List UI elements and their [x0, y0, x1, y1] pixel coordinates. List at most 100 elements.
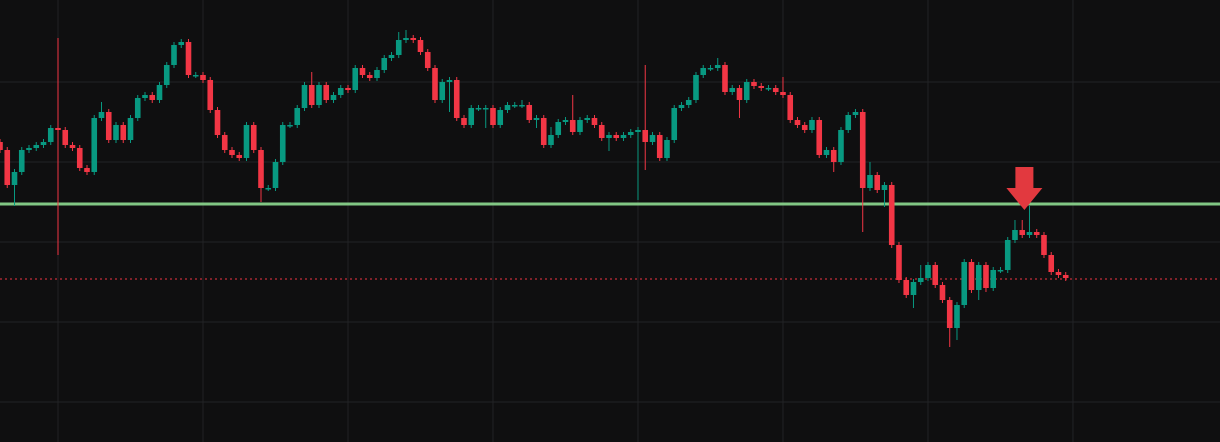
candle-body	[76, 148, 83, 168]
candle-body	[1004, 240, 1011, 270]
candle-body	[649, 135, 656, 142]
candle-body	[881, 185, 888, 190]
candle-body	[533, 118, 540, 120]
candle-body	[120, 125, 127, 140]
candle-body	[250, 125, 257, 150]
candle-body	[475, 108, 482, 110]
candle-body	[954, 305, 960, 328]
candle-body	[439, 82, 446, 100]
candle-body	[1012, 230, 1018, 240]
candle-body	[62, 130, 69, 145]
candle-body	[664, 140, 670, 158]
candle-body	[896, 245, 902, 280]
candle-body	[265, 188, 272, 190]
candle-body	[519, 105, 525, 107]
candle-body	[171, 45, 177, 65]
candle-body	[707, 68, 714, 70]
candle-body	[794, 120, 801, 125]
candle-body	[142, 95, 148, 98]
candle-body	[809, 120, 815, 130]
candle-body	[620, 135, 627, 138]
candle-body	[316, 85, 322, 105]
candle-body	[192, 75, 199, 77]
candle-body	[910, 282, 917, 295]
candle-body	[69, 145, 76, 148]
candle-body	[84, 168, 90, 172]
candle-body	[446, 80, 453, 82]
candle-body	[591, 118, 598, 125]
candle-body	[852, 112, 859, 115]
candle-body	[294, 108, 301, 125]
candle-body	[497, 110, 504, 125]
candle-body	[47, 128, 54, 142]
candle-body	[352, 68, 359, 90]
candle-body	[932, 265, 939, 285]
candle-body	[787, 95, 794, 120]
candle-body	[1041, 235, 1047, 255]
candle-body	[55, 128, 61, 130]
candle-body	[149, 95, 156, 100]
candle-body	[366, 75, 373, 78]
candle-body	[867, 175, 873, 188]
candle-body	[490, 108, 496, 125]
candle-body	[461, 118, 467, 125]
candle-body	[888, 185, 895, 245]
candle-body	[432, 68, 438, 100]
candle-body	[127, 118, 134, 140]
candle-body	[859, 112, 866, 188]
candle-body	[830, 150, 837, 162]
candle-body	[381, 58, 388, 70]
candle-body	[1026, 232, 1033, 235]
candle-body	[823, 150, 830, 155]
candle-body	[40, 142, 47, 145]
candle-body	[569, 120, 576, 132]
candle-body	[185, 42, 192, 75]
candle-body	[287, 125, 293, 127]
candle-body	[11, 172, 18, 185]
candle-body	[98, 112, 105, 118]
candle-body	[410, 38, 417, 40]
candle-body	[751, 82, 757, 86]
candle-body	[635, 130, 641, 132]
candle-body	[584, 118, 591, 120]
candle-body	[330, 95, 337, 100]
candle-body	[511, 105, 518, 107]
candle-body	[417, 40, 424, 52]
candle-body	[388, 55, 395, 58]
candle-body	[555, 122, 562, 135]
candle-body	[671, 108, 678, 140]
candle-body	[424, 52, 431, 68]
candle-body	[983, 265, 989, 288]
candle-body	[221, 135, 228, 150]
candle-body	[743, 82, 750, 100]
candle-body	[801, 125, 808, 130]
candle-body	[345, 88, 351, 90]
candle-body	[243, 125, 250, 158]
candle-body	[997, 270, 1004, 272]
candle-body	[134, 98, 141, 118]
candle-body	[845, 115, 852, 130]
candle-body	[33, 145, 40, 148]
candle-body	[874, 175, 881, 190]
candle-body	[758, 86, 765, 88]
candle-body	[156, 85, 163, 100]
candle-body	[4, 150, 11, 185]
candle-body	[279, 125, 286, 162]
arrow-marker	[1006, 167, 1043, 210]
candle-body	[700, 68, 707, 75]
candle-body	[359, 68, 366, 75]
candle-body	[1048, 255, 1055, 272]
candle-body	[917, 278, 924, 282]
candle-body	[816, 120, 823, 155]
candle-body	[1055, 272, 1062, 275]
candle-body	[939, 285, 946, 300]
candle-body	[374, 70, 380, 78]
candle-body	[504, 105, 511, 110]
candle-body	[714, 65, 721, 68]
candle-body	[598, 125, 605, 138]
candle-body	[26, 148, 32, 150]
candle-body	[301, 85, 308, 108]
candle-body	[207, 80, 214, 110]
candle-body	[453, 80, 460, 118]
candle-body	[540, 118, 547, 145]
